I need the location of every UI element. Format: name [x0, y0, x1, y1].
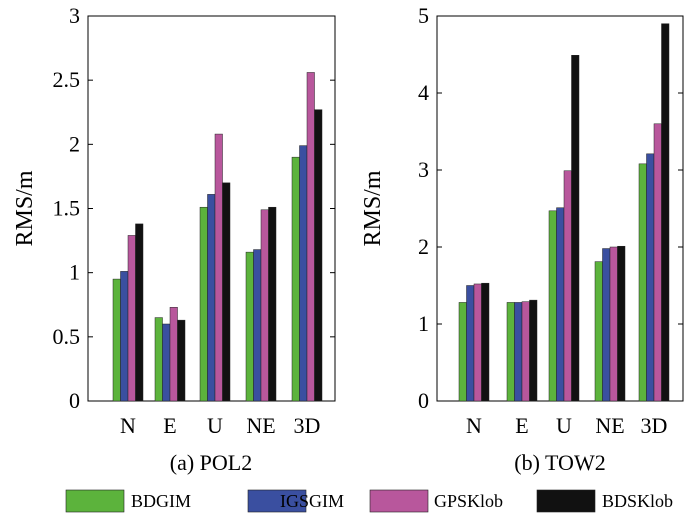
bar-tow2-ne-bdsklob — [617, 245, 626, 402]
bar-pol2-3d-gpsklob — [306, 72, 315, 402]
bar-tow2-ne-igsgim — [602, 248, 611, 402]
category-label-pol2: U — [207, 413, 223, 438]
bar-pol2-3d-igsgim — [299, 145, 308, 402]
ytick-label-pol2: 1.5 — [53, 196, 81, 221]
bar-tow2-ne-bdgim — [594, 261, 603, 402]
legend-label-igsgim: IGSGIM — [280, 491, 344, 511]
panel-caption-tow2: (b) TOW2 — [514, 450, 605, 475]
bar-tow2-3d-igsgim — [646, 153, 655, 402]
ytick-label-tow2: 2 — [418, 234, 429, 259]
bar-tow2-n-bdgim — [458, 302, 467, 402]
bar-pol2-3d-bdgim — [291, 156, 300, 402]
category-label-tow2: U — [556, 413, 572, 438]
y-axis-label-tow2: RMS/m — [360, 170, 386, 246]
ytick-label-tow2: 4 — [418, 80, 429, 105]
bar-tow2-e-bdgim — [506, 302, 515, 402]
bar-pol2-e-bdsklob — [177, 319, 186, 402]
ytick-label-pol2: 3 — [69, 3, 80, 28]
ytick-label-pol2: 0.5 — [53, 324, 81, 349]
bar-pol2-u-bdsklob — [222, 182, 231, 402]
ytick-label-pol2: 2.5 — [53, 67, 81, 92]
legend-label-bdsklob: BDSKlob — [602, 491, 673, 511]
bar-pol2-ne-bdgim — [245, 251, 254, 402]
ytick-label-pol2: 0 — [69, 388, 80, 413]
legend-swatch-bdsklob — [536, 489, 596, 513]
bar-pol2-n-bdgim — [112, 278, 121, 402]
ytick-label-tow2: 1 — [418, 311, 429, 336]
category-label-tow2: 3D — [641, 413, 668, 438]
bar-pol2-n-bdsklob — [135, 223, 144, 402]
bar-pol2-ne-gpsklob — [260, 209, 269, 402]
bar-tow2-e-bdsklob — [529, 299, 538, 402]
bar-tow2-u-igsgim — [556, 207, 565, 402]
category-label-pol2: NE — [246, 413, 275, 438]
category-label-tow2: NE — [595, 413, 624, 438]
bar-tow2-e-gpsklob — [521, 301, 530, 402]
bar-pol2-ne-igsgim — [253, 249, 262, 402]
legend-label-gpsklob: GPSKlob — [434, 491, 503, 511]
ytick-label-tow2: 3 — [418, 157, 429, 182]
ytick-label-tow2: 5 — [418, 3, 429, 28]
bar-tow2-n-bdsklob — [481, 282, 490, 402]
bar-tow2-u-bdsklob — [571, 55, 580, 402]
bar-tow2-u-gpsklob — [563, 170, 572, 402]
bar-pol2-3d-bdsklob — [314, 109, 323, 402]
ytick-label-tow2: 0 — [418, 388, 429, 413]
category-label-tow2: N — [466, 413, 482, 438]
bar-pol2-ne-bdsklob — [268, 206, 277, 402]
bar-tow2-3d-bdgim — [638, 163, 647, 402]
bar-tow2-n-gpsklob — [473, 283, 482, 402]
category-label-pol2: 3D — [294, 413, 321, 438]
bar-tow2-n-igsgim — [466, 285, 475, 402]
bar-tow2-u-bdgim — [548, 210, 557, 402]
category-label-pol2: N — [120, 413, 136, 438]
bar-pol2-e-gpsklob — [169, 307, 178, 402]
bar-pol2-u-bdgim — [199, 206, 208, 402]
bar-pol2-n-igsgim — [120, 271, 129, 402]
category-label-pol2: E — [163, 413, 176, 438]
category-label-tow2: E — [515, 413, 528, 438]
bar-tow2-3d-gpsklob — [653, 123, 662, 402]
bar-tow2-ne-gpsklob — [609, 246, 618, 402]
bar-pol2-e-bdgim — [154, 317, 163, 402]
legend-swatch-igsgim — [247, 489, 307, 513]
bar-pol2-u-igsgim — [207, 194, 216, 402]
bar-pol2-u-gpsklob — [214, 133, 223, 402]
legend-label-bdgim: BDGIM — [131, 491, 191, 511]
bar-pol2-n-gpsklob — [127, 235, 136, 402]
y-axis-label-pol2: RMS/m — [12, 170, 38, 246]
legend-swatch-gpsklob — [369, 489, 429, 513]
bar-pol2-e-igsgim — [162, 323, 171, 402]
bar-tow2-e-igsgim — [514, 302, 523, 402]
legend-swatch-bdgim — [65, 489, 125, 513]
panel-caption-pol2: (a) POL2 — [170, 450, 252, 475]
bar-tow2-3d-bdsklob — [661, 23, 670, 402]
ytick-label-pol2: 2 — [69, 131, 80, 156]
ytick-label-pol2: 1 — [69, 260, 80, 285]
